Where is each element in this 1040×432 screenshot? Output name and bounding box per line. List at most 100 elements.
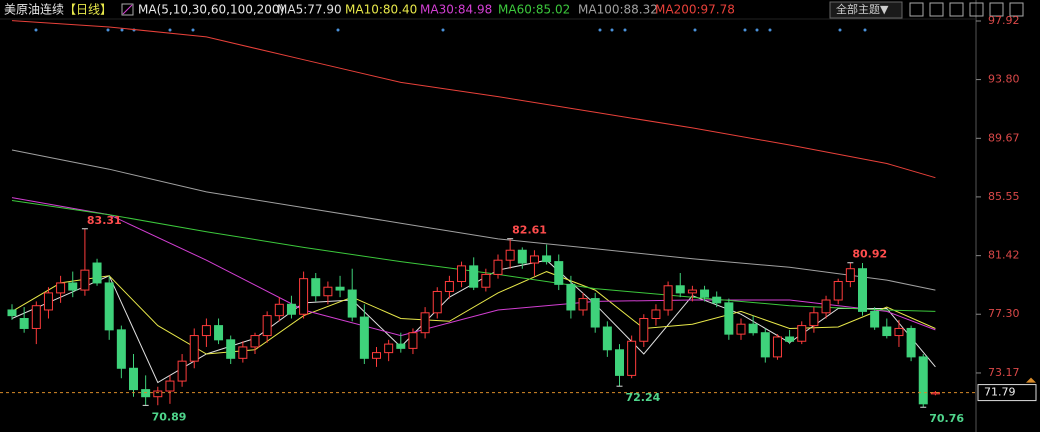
candle-body: [335, 286, 345, 291]
y-tick-label: 81.42: [988, 249, 1020, 262]
candle-body: [930, 392, 940, 395]
y-tick-label: 97.92: [988, 14, 1020, 27]
legend-entry: MA200:97.78: [655, 3, 735, 17]
icon-button[interactable]: [969, 2, 984, 17]
candle-body: [80, 269, 90, 291]
candle-body: [323, 286, 333, 297]
y-tick-label: 89.67: [988, 131, 1020, 144]
event-dot[interactable]: [191, 28, 195, 32]
candle-body: [359, 316, 369, 359]
candle-body: [894, 327, 904, 337]
candle-body: [651, 309, 661, 319]
event-dot[interactable]: [336, 28, 340, 32]
event-dot[interactable]: [755, 28, 759, 32]
candle-body: [250, 335, 260, 348]
candle-body: [724, 302, 734, 335]
candle-body: [590, 298, 600, 328]
candle-body: [675, 285, 685, 294]
candle-body: [214, 325, 224, 341]
candle-body: [189, 335, 199, 362]
event-dot[interactable]: [106, 28, 110, 32]
high-label: 82.61: [512, 224, 547, 237]
event-dot[interactable]: [838, 28, 842, 32]
event-dot[interactable]: [34, 28, 38, 32]
y-tick-label: 93.80: [988, 73, 1020, 86]
event-dot[interactable]: [863, 28, 867, 32]
candle-body: [420, 312, 430, 334]
candle-body: [882, 326, 892, 337]
icon-button[interactable]: [1009, 2, 1024, 17]
event-dot[interactable]: [610, 28, 614, 32]
ma-icon[interactable]: [121, 3, 134, 16]
candle-body: [517, 249, 527, 264]
candle-body: [56, 282, 66, 294]
event-dots: [34, 28, 867, 32]
candle-body: [286, 303, 296, 315]
candle-body: [274, 303, 284, 317]
candle-body: [238, 346, 248, 359]
event-dot[interactable]: [120, 28, 124, 32]
icon-button[interactable]: [929, 2, 944, 17]
candle-body: [141, 389, 151, 398]
last-price-arrow: [1026, 377, 1036, 383]
candle-body: [165, 380, 175, 392]
candle-body: [663, 285, 673, 311]
ma-line: [11, 149, 936, 291]
candle-body: [505, 249, 515, 261]
event-dot[interactable]: [743, 28, 747, 32]
event-dot[interactable]: [768, 28, 772, 32]
candle-body: [92, 262, 102, 284]
candle-body: [687, 289, 697, 294]
legend-entry: MA10:80.40: [345, 3, 417, 17]
legend-entry: MA60:85.02: [498, 3, 570, 17]
candle-body: [19, 317, 29, 329]
icon-button[interactable]: [989, 2, 1004, 17]
candle-body: [760, 332, 770, 358]
event-dot[interactable]: [168, 28, 172, 32]
candle-body: [299, 278, 309, 315]
icon-button[interactable]: [949, 2, 964, 17]
candle-body: [627, 340, 637, 376]
theme-button[interactable]: [829, 1, 903, 19]
candle-body: [469, 265, 479, 288]
event-dot[interactable]: [623, 28, 627, 32]
chart-title: 美原油连续: [4, 2, 64, 17]
candle-body: [639, 317, 649, 342]
y-tick-label: 77.30: [988, 307, 1020, 320]
candle-body: [396, 343, 406, 349]
candle-body: [311, 278, 321, 297]
event-dot[interactable]: [441, 28, 445, 32]
candle-body: [444, 281, 454, 292]
candle-body: [615, 349, 624, 376]
candle-body: [542, 255, 552, 263]
event-dot[interactable]: [693, 28, 697, 32]
candle-body: [578, 298, 588, 311]
candle-body: [809, 312, 819, 327]
ma-line: [11, 20, 936, 179]
candle-body: [785, 336, 795, 342]
candle-body: [858, 268, 867, 312]
high-label: 83.31: [87, 214, 122, 227]
candle-body: [602, 326, 612, 351]
y-tick-label: 73.17: [988, 366, 1020, 379]
candle-body: [493, 259, 503, 275]
candle-body: [177, 360, 187, 382]
candle-body: [821, 299, 831, 314]
plot: 97.92 93.80 89.67 85.55 81.42 77.30 73.17: [7, 14, 1020, 408]
candle-body: [262, 315, 272, 337]
icon-button[interactable]: [909, 2, 924, 17]
event-dot[interactable]: [598, 28, 602, 32]
candle-body: [700, 289, 710, 298]
candle-body: [833, 281, 843, 301]
candle-body: [797, 325, 807, 342]
candle-body: [408, 332, 418, 349]
candle-body: [712, 296, 722, 304]
legend-entry: MA100:88.32: [578, 3, 658, 17]
candle-body: [554, 261, 564, 285]
candle-body: [906, 327, 916, 358]
theme-button-text: 全部主题▼: [836, 2, 889, 16]
legend-entry: MA5:77.90: [277, 3, 342, 17]
last-price-box: [977, 384, 1037, 402]
low-label: 72.24: [626, 391, 661, 404]
